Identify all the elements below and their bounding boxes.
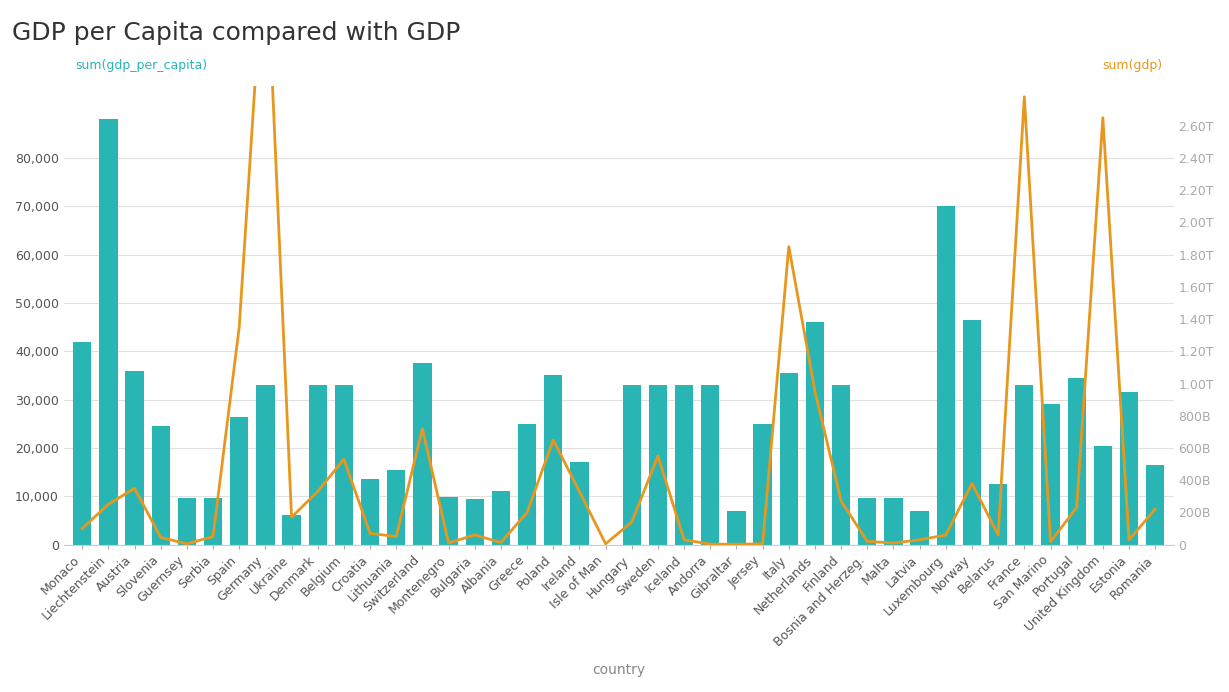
Bar: [753, 424, 772, 545]
Bar: [387, 470, 406, 545]
Bar: [779, 373, 798, 545]
Bar: [151, 426, 170, 545]
Bar: [361, 480, 380, 545]
Bar: [230, 417, 248, 545]
Bar: [701, 385, 719, 545]
Bar: [1145, 465, 1164, 545]
Bar: [858, 498, 876, 545]
Bar: [73, 342, 91, 545]
Text: sum(gdp_per_capita): sum(gdp_per_capita): [75, 59, 206, 72]
Bar: [936, 206, 955, 545]
Bar: [649, 385, 667, 545]
Bar: [1041, 404, 1059, 545]
Bar: [728, 511, 746, 545]
Bar: [283, 515, 301, 545]
Bar: [806, 322, 825, 545]
Bar: [962, 320, 981, 545]
Bar: [440, 498, 457, 545]
Bar: [256, 385, 274, 545]
Bar: [1068, 378, 1086, 545]
Text: sum(gdp): sum(gdp): [1102, 59, 1163, 72]
Bar: [125, 371, 144, 545]
Bar: [466, 499, 484, 545]
Bar: [832, 385, 850, 545]
Bar: [675, 385, 693, 545]
Bar: [178, 498, 195, 545]
Bar: [334, 385, 353, 545]
Bar: [413, 363, 431, 545]
Bar: [544, 374, 563, 545]
Bar: [885, 498, 902, 545]
Bar: [1015, 385, 1034, 545]
Bar: [1094, 446, 1112, 545]
Bar: [517, 424, 536, 545]
Bar: [100, 119, 118, 545]
Bar: [492, 491, 510, 545]
Bar: [204, 498, 222, 545]
Bar: [911, 511, 929, 545]
Bar: [989, 484, 1008, 545]
Bar: [1120, 392, 1138, 545]
Bar: [570, 462, 589, 545]
Bar: [308, 385, 327, 545]
Bar: [623, 385, 642, 545]
X-axis label: country: country: [592, 663, 645, 677]
Text: GDP per Capita compared with GDP: GDP per Capita compared with GDP: [12, 21, 461, 45]
